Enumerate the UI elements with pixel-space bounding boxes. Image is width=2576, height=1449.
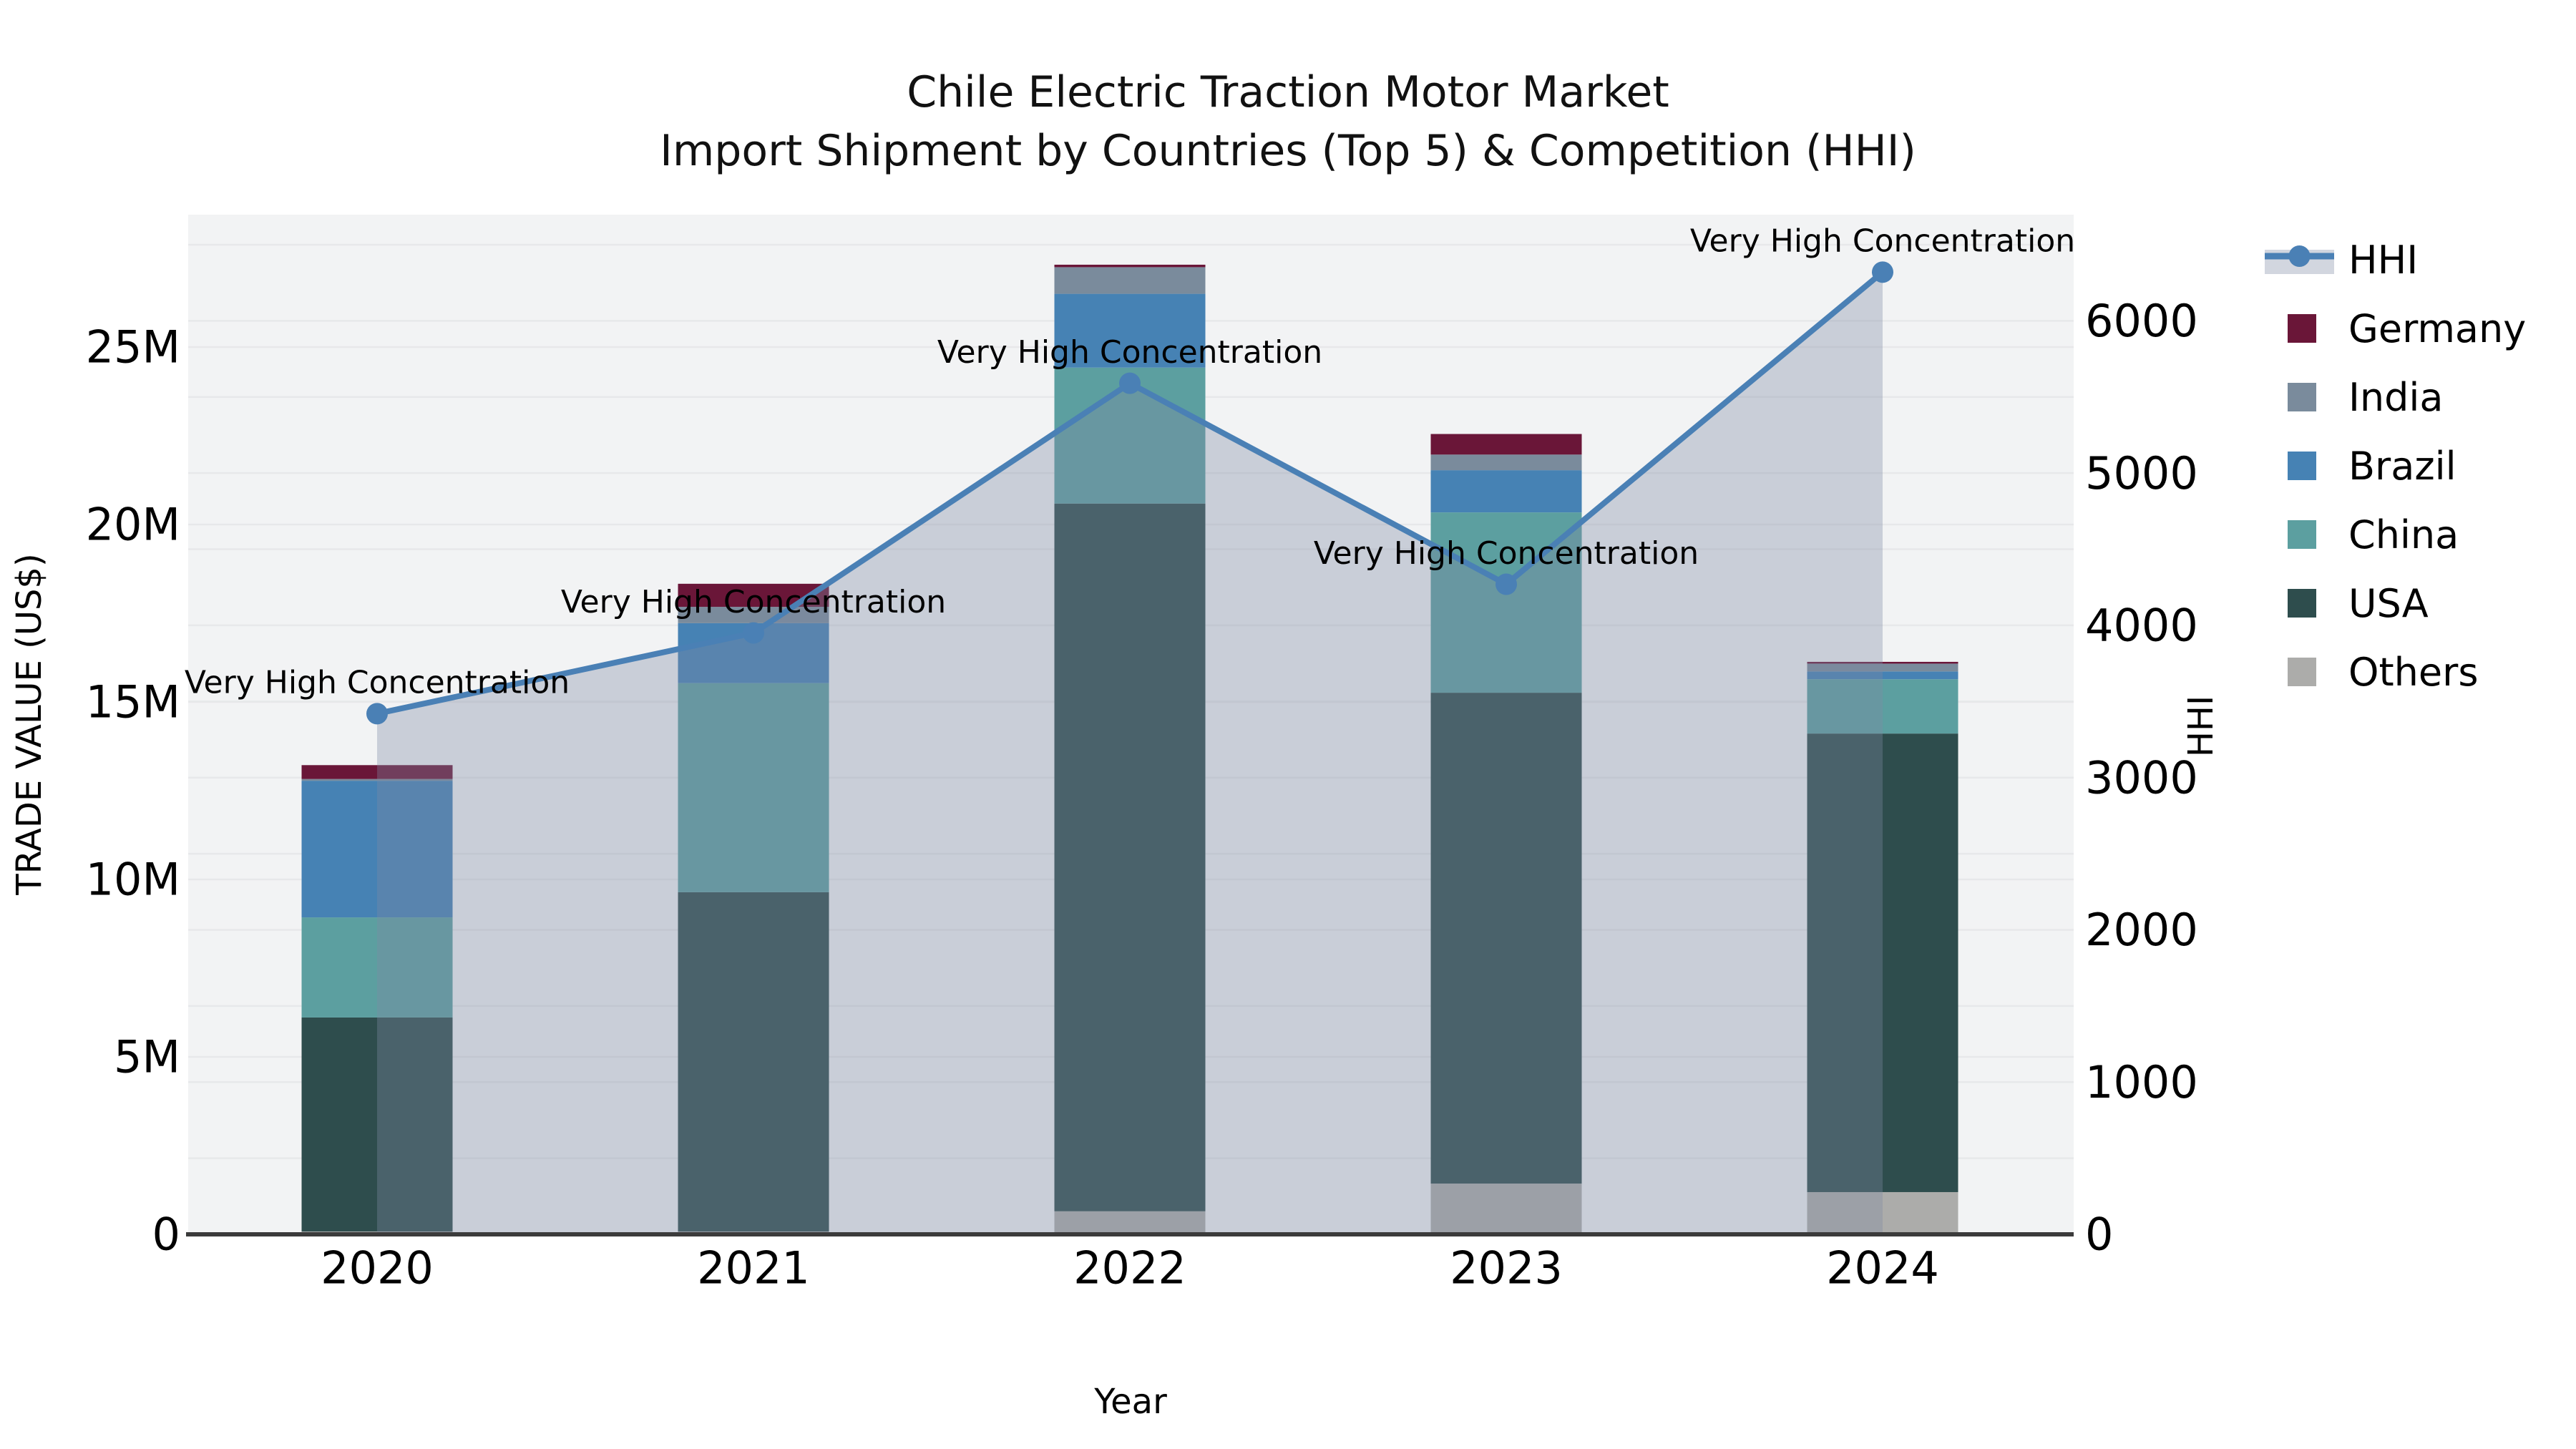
annotation-2021: Very High Concentration [561, 584, 946, 620]
bar-segment-india-2024 [1807, 663, 1958, 672]
chart-title-line2: Import Shipment by Countries (Top 5) & C… [660, 126, 1916, 176]
x-tick-2023: 2023 [1450, 1242, 1563, 1294]
chart-title-line1: Chile Electric Traction Motor Market [907, 67, 1669, 117]
bar-segment-usa-2020 [301, 1017, 453, 1232]
y-left-tick-20M: 20M [86, 499, 180, 551]
bar-segment-others-2023 [1430, 1184, 1582, 1234]
x-axis-title: Year [1093, 1382, 1167, 1422]
bar-segment-germany-2023 [1430, 434, 1582, 455]
bar-segment-china-2021 [678, 683, 829, 892]
right-axis-title: HHI [2181, 696, 2221, 757]
legend-label-usa: USA [2348, 581, 2429, 626]
bar-segment-india-2022 [1054, 267, 1206, 294]
x-tick-2022: 2022 [1073, 1242, 1186, 1294]
annotation-2023: Very High Concentration [1314, 535, 1699, 572]
y-right-tick-3000: 3000 [2085, 751, 2198, 804]
annotation-2024: Very High Concentration [1690, 223, 2075, 260]
y-left-tick-15M: 15M [86, 676, 180, 728]
bar-segment-china-2024 [1807, 679, 1958, 734]
y-left-tick-25M: 25M [86, 321, 180, 374]
x-tick-2021: 2021 [697, 1242, 810, 1294]
y-right-tick-6000: 6000 [2085, 295, 2198, 347]
legend-swatch-germany [2288, 314, 2316, 343]
legend-label-brazil: Brazil [2348, 444, 2457, 489]
y-right-tick-1000: 1000 [2085, 1056, 2198, 1108]
bar-segment-brazil-2022 [1054, 293, 1206, 368]
hhi-marker-2022 [1119, 372, 1141, 394]
bar-segment-brazil-2020 [301, 781, 453, 918]
bar-segment-india-2023 [1430, 454, 1582, 471]
legend-label-hhi: HHI [2348, 238, 2418, 283]
left-axis-title: TRADE VALUE (US$) [9, 553, 49, 895]
y-right-tick-4000: 4000 [2085, 600, 2198, 652]
x-tick-2024: 2024 [1826, 1242, 1939, 1294]
legend-swatch-china [2288, 520, 2316, 549]
annotation-2020: Very High Concentration [185, 665, 570, 701]
hhi-marker-2024 [1872, 261, 1893, 283]
y-left-tick-5M: 5M [114, 1031, 180, 1083]
bar-segment-china-2020 [301, 917, 453, 1018]
legend-swatch-others [2288, 658, 2316, 686]
bar-segment-others-2024 [1807, 1191, 1958, 1234]
y-right-tick-0: 0 [2085, 1209, 2113, 1261]
y-left-tick-0: 0 [152, 1209, 180, 1261]
bar-segment-usa-2024 [1807, 733, 1958, 1192]
bar-segment-germany-2020 [301, 765, 453, 779]
annotation-2022: Very High Concentration [937, 334, 1322, 371]
legend-label-others: Others [2348, 650, 2478, 695]
hhi-marker-2020 [366, 703, 388, 725]
hhi-marker-2023 [1496, 573, 1517, 595]
legend-swatch-usa [2288, 589, 2316, 618]
hhi-marker-2021 [743, 622, 764, 644]
legend-hhi-marker-swatch [2288, 245, 2311, 267]
x-tick-2020: 2020 [321, 1242, 434, 1294]
legend-label-india: India [2348, 375, 2444, 420]
bar-segment-usa-2022 [1054, 503, 1206, 1211]
chart-title: Chile Electric Traction Motor Market Imp… [0, 63, 2576, 180]
bar-segment-brazil-2023 [1430, 470, 1582, 513]
bar-segment-usa-2023 [1430, 693, 1582, 1184]
bar-segment-germany-2022 [1054, 264, 1206, 268]
bar-segment-india-2020 [301, 779, 453, 781]
legend-swatch-india [2288, 383, 2316, 411]
bar-segment-brazil-2024 [1807, 671, 1958, 680]
hhi-area [377, 272, 1883, 1235]
bar-segment-others-2022 [1054, 1211, 1206, 1234]
bar-segment-germany-2024 [1807, 661, 1958, 664]
y-left-tick-10M: 10M [86, 854, 180, 906]
y-right-tick-2000: 2000 [2085, 904, 2198, 956]
legend-swatch-brazil [2288, 452, 2316, 480]
legend-label-china: China [2348, 512, 2459, 557]
legend-label-germany: Germany [2348, 306, 2526, 351]
bar-segment-usa-2021 [678, 892, 829, 1232]
y-right-tick-5000: 5000 [2085, 447, 2198, 499]
